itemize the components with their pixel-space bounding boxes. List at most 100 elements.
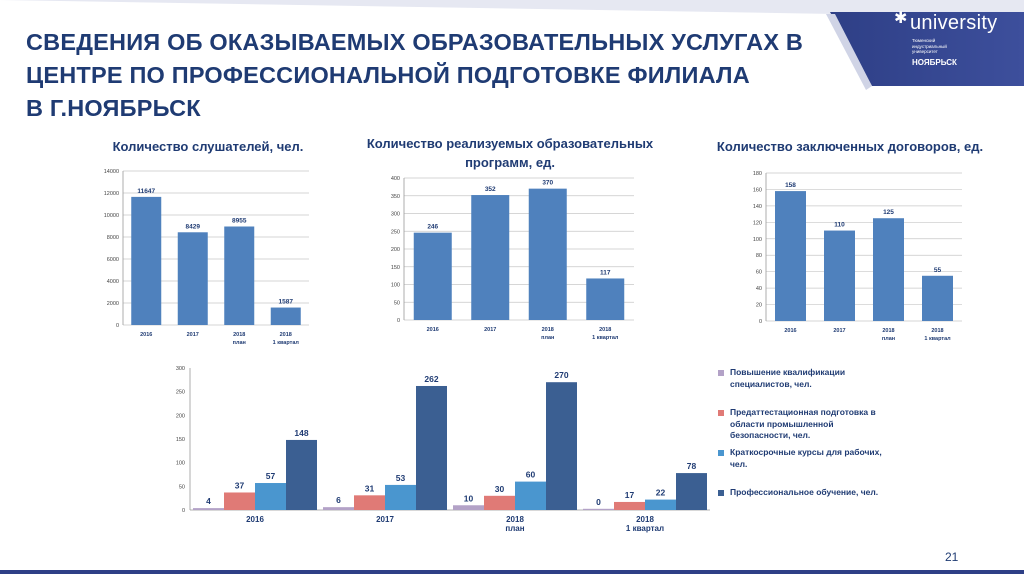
data-label: 270 (554, 370, 568, 380)
legend-swatch (718, 370, 724, 376)
logo-subtitle: Тюменский индустриальный университет (912, 38, 947, 54)
y-tick-label: 250 (176, 390, 185, 396)
x-tick-label: 2018 (542, 327, 554, 333)
page-number: 21 (945, 550, 959, 564)
y-tick-label: 4000 (107, 279, 119, 285)
data-label: 22 (656, 488, 666, 498)
chart-3-title: Количество заключенных договоров, ед. (716, 139, 984, 154)
y-tick-label: 20 (756, 303, 762, 309)
logo-city: НОЯБРЬСК (912, 58, 957, 67)
x-tick-label: 2018 (280, 332, 292, 338)
bar (515, 481, 546, 510)
bar (484, 495, 515, 510)
x-tick-label: 2018 (233, 332, 245, 338)
x-tick-label: план (505, 524, 524, 533)
x-tick-label: 2017 (376, 515, 394, 524)
y-tick-label: 80 (756, 253, 762, 259)
bar (873, 218, 904, 321)
bar (131, 196, 162, 325)
x-tick-label: 2016 (140, 332, 152, 338)
y-tick-label: 2000 (107, 301, 119, 307)
y-tick-label: 200 (176, 413, 185, 419)
y-tick-label: 0 (397, 318, 400, 324)
data-label: 4 (206, 496, 211, 506)
banner-edge (826, 14, 872, 90)
chart-contracts: 0 20 40 60 80 100 120 140 160 180 158 2016 110 2017 12… (753, 171, 962, 342)
data-label: 0 (596, 497, 601, 507)
y-tick-label: 300 (176, 366, 185, 372)
legend-label: Профессиональное обучение, чел. (730, 487, 879, 497)
x-tick-label: 1 квартал (273, 340, 300, 346)
y-tick-label: 40 (756, 286, 762, 292)
x-tick-label: план (233, 340, 246, 346)
y-tick-label: 100 (753, 237, 762, 243)
y-tick-label: 6000 (107, 257, 119, 263)
legend-label: Предаттестационная подготовка в области … (730, 407, 876, 440)
x-tick-label: 2018 (931, 328, 943, 334)
chart-services-grouped: 0501001502002503004375714820166315326220… (176, 366, 710, 533)
data-label: 8429 (186, 223, 201, 230)
data-label: 352 (485, 186, 496, 193)
y-tick-label: 150 (176, 437, 185, 443)
y-tick-label: 120 (753, 220, 762, 226)
y-tick-label: 50 (179, 484, 185, 490)
data-label: 60 (526, 470, 536, 480)
bar (775, 191, 806, 321)
bar (193, 508, 224, 510)
x-tick-label: 2016 (427, 327, 439, 333)
data-label: 8955 (232, 217, 247, 224)
x-tick-label: 2016 (784, 328, 796, 334)
y-tick-label: 0 (759, 319, 762, 325)
data-label: 158 (785, 182, 796, 189)
data-label: 57 (266, 471, 276, 481)
bar (453, 505, 484, 510)
data-label: 17 (625, 490, 635, 500)
banner-accent (0, 0, 1024, 14)
bar (224, 492, 255, 510)
title-line: ЦЕНТРЕ ПО ПРОФЕССИОНАЛЬНОЙ ПОДГОТОВКЕ ФИ… (26, 62, 750, 88)
x-tick-label: 2018 (636, 515, 654, 524)
y-tick-label: 10000 (104, 213, 119, 219)
bar (323, 507, 354, 510)
bar (614, 501, 645, 510)
data-label: 370 (542, 180, 553, 187)
data-label: 117 (600, 269, 611, 276)
y-tick-label: 12000 (104, 191, 119, 197)
logo-glyph-icon: ✱ (894, 10, 908, 27)
data-label: 37 (235, 480, 245, 490)
y-tick-label: 200 (391, 247, 400, 253)
data-label: 1587 (279, 299, 294, 306)
x-tick-label: 1 квартал (592, 335, 619, 341)
legend-swatch (718, 410, 724, 416)
bar (824, 230, 855, 321)
x-tick-label: 2017 (833, 328, 845, 334)
data-label: 125 (883, 209, 894, 216)
x-tick-label: 2017 (187, 332, 199, 338)
page-title: СВЕДЕНИЯ ОБ ОКАЗЫВАЕМЫХ ОБРАЗОВАТЕЛЬНЫХ … (26, 26, 826, 125)
bar (416, 385, 447, 510)
y-tick-label: 50 (394, 300, 400, 306)
bar (528, 188, 567, 320)
y-tick-label: 8000 (107, 235, 119, 241)
university-logo: ✱ university Тюменский индустриальный ун… (892, 6, 1012, 70)
chart-2-title-line: программ, ед. (465, 155, 555, 170)
bar (413, 232, 452, 320)
x-tick-label: 1 квартал (924, 336, 951, 342)
legend-swatch (718, 450, 724, 456)
y-tick-label: 100 (176, 461, 185, 467)
data-label: 11647 (137, 188, 155, 195)
y-tick-label: 100 (391, 283, 400, 289)
y-tick-label: 400 (391, 176, 400, 182)
data-label: 30 (495, 484, 505, 494)
bar (177, 232, 208, 325)
data-label: 31 (365, 483, 375, 493)
y-tick-label: 60 (756, 270, 762, 276)
y-tick-label: 0 (182, 508, 185, 514)
x-tick-label: 2017 (484, 327, 496, 333)
y-tick-label: 14000 (104, 169, 119, 175)
y-tick-label: 140 (753, 204, 762, 210)
x-tick-label: 1 квартал (626, 524, 664, 533)
bar (676, 473, 707, 510)
bar (922, 275, 953, 321)
data-label: 55 (934, 267, 942, 274)
